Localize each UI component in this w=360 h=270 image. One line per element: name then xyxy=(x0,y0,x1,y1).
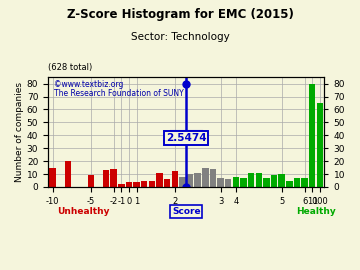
Bar xyxy=(317,103,323,187)
Text: The Research Foundation of SUNY: The Research Foundation of SUNY xyxy=(54,89,183,98)
Bar xyxy=(240,178,247,187)
Bar xyxy=(263,178,270,187)
Bar xyxy=(187,174,193,187)
Bar xyxy=(309,84,315,187)
Bar xyxy=(164,179,170,187)
Bar xyxy=(256,173,262,187)
Bar xyxy=(286,181,293,187)
Bar xyxy=(156,173,163,187)
Bar xyxy=(126,182,132,187)
Bar xyxy=(118,184,125,187)
Bar xyxy=(133,182,140,187)
Bar xyxy=(87,175,94,187)
Text: Score: Score xyxy=(172,207,201,216)
Bar xyxy=(278,174,285,187)
Bar xyxy=(111,169,117,187)
Bar xyxy=(210,169,216,187)
Bar xyxy=(194,173,201,187)
Bar xyxy=(217,178,224,187)
Bar xyxy=(149,181,155,187)
Bar xyxy=(103,170,109,187)
Text: (628 total): (628 total) xyxy=(48,63,92,72)
Text: Sector: Technology: Sector: Technology xyxy=(131,32,229,42)
Bar xyxy=(171,171,178,187)
Text: ©www.textbiz.org: ©www.textbiz.org xyxy=(54,80,123,89)
Text: Healthy: Healthy xyxy=(296,207,336,216)
Bar xyxy=(294,178,300,187)
Text: Unhealthy: Unhealthy xyxy=(57,207,109,216)
Bar xyxy=(225,179,231,187)
Bar xyxy=(49,168,56,187)
Bar xyxy=(141,181,148,187)
Bar xyxy=(271,175,277,187)
Text: 2.5474: 2.5474 xyxy=(166,133,207,143)
Y-axis label: Number of companies: Number of companies xyxy=(15,82,24,182)
Bar xyxy=(248,173,255,187)
Bar xyxy=(301,178,308,187)
Bar xyxy=(202,168,208,187)
Bar xyxy=(179,177,186,187)
Text: Z-Score Histogram for EMC (2015): Z-Score Histogram for EMC (2015) xyxy=(67,8,293,21)
Bar xyxy=(233,177,239,187)
Bar xyxy=(64,161,71,187)
